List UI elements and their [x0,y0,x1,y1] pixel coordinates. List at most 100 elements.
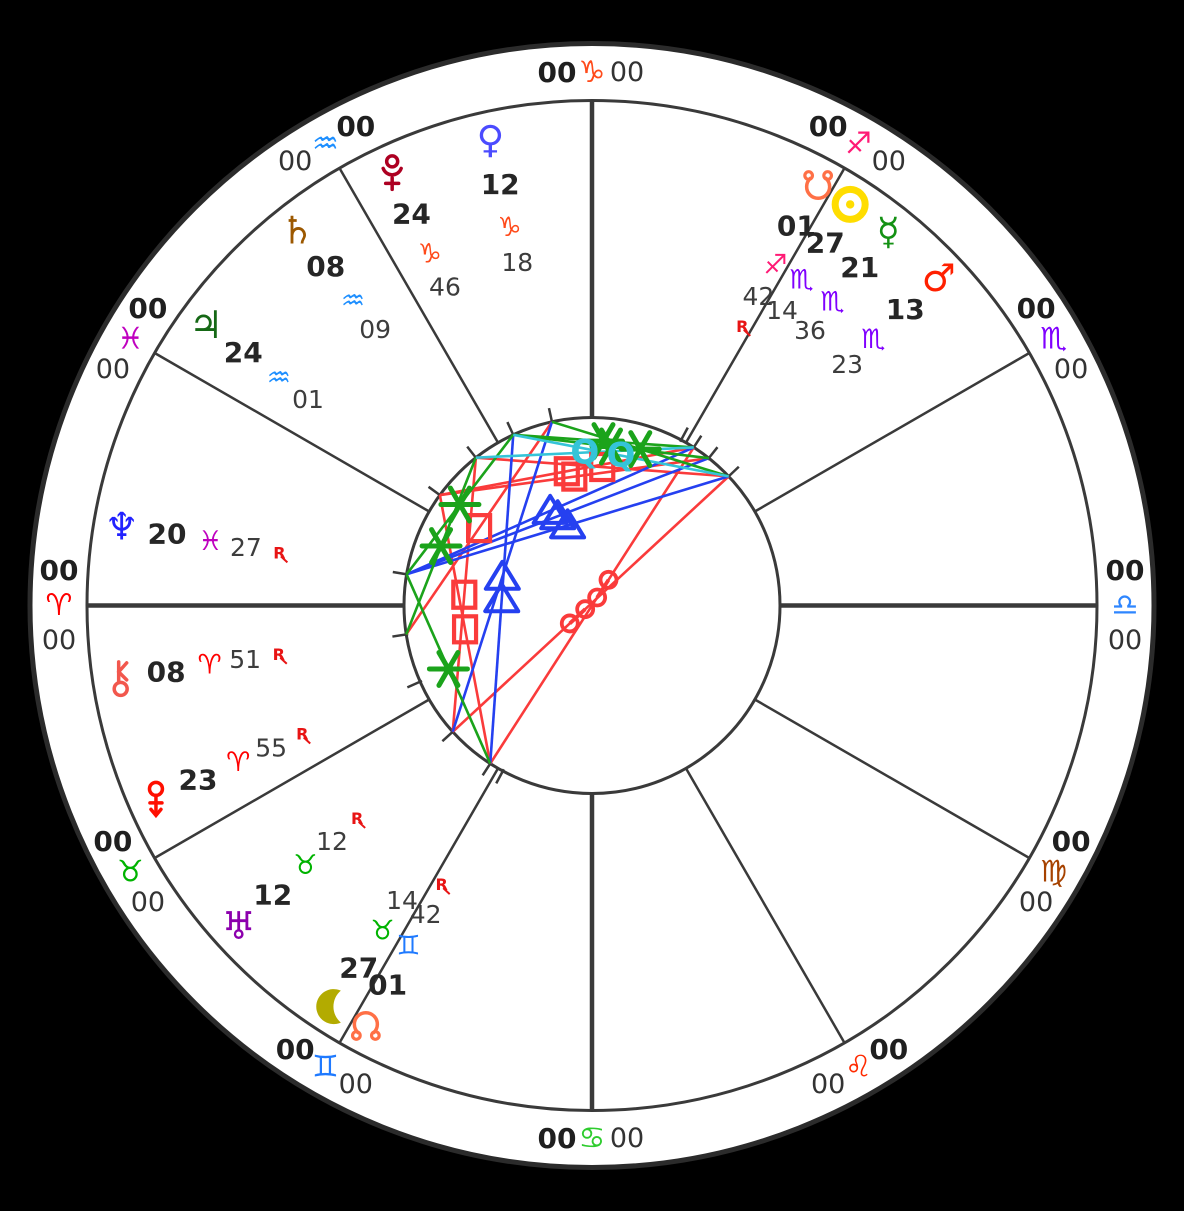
planet-minute: 51 [229,645,261,674]
retrograde-marker: R [736,317,751,337]
anchor-tick-eris [406,679,423,689]
aspect-glyph-square-moon-jupiter [451,614,479,645]
planet-minute: 42 [742,282,774,311]
aspect-line-moon-trine-pluto [488,434,515,764]
sextile-aspect-icon [591,422,616,461]
retrograde-tail [357,821,366,829]
quintile-aspect-icon: Q [570,433,599,473]
planet-degree: 27 [806,227,845,260]
planet-degree: 23 [179,764,218,797]
cusp-degree: 00 [1052,825,1091,858]
anchor-tick-uranus [441,729,456,743]
cusp-degree: 00 [336,110,375,143]
planet-minute: 18 [501,248,533,277]
cusp-minute: 00 [610,1123,644,1154]
saturn-icon: ♄ [280,208,314,252]
planet-degree: 24 [392,198,431,231]
cusp-degree: 00 [93,825,132,858]
circle [112,680,129,698]
cusp-minute: 00 [811,1069,845,1100]
sextile-aspect-icon [447,485,472,524]
capricorn-sign-icon: ♑ [579,55,606,90]
virgo-sign-icon: ♍ [1040,855,1067,890]
path [149,807,163,819]
pisces-sign-icon: ♓ [198,526,222,557]
cusp-degree: 00 [40,554,79,587]
gemini-sign-icon: ♊ [312,1050,339,1085]
aspect-line-mars-quintile-pluto [512,433,729,478]
cancer-sign-icon: ♋ [579,1121,606,1156]
aries-sign-icon: ♈ [46,588,73,623]
cusp-gemini: 00♊ 00 [276,1033,373,1100]
aspect-glyph-sextile-neptune-pluto [438,485,482,524]
aspect-glyph-square-mercury-jupiter [561,461,588,492]
retrograde-marker: R [296,725,311,745]
cusp-minute: 00 [1108,625,1142,656]
leo-sign-icon: ♌ [845,1050,872,1085]
libra-sign-icon: ♎ [1112,588,1139,623]
aspect-line-mercury-trine-neptune [406,456,710,576]
cusp-minute: 00 [131,887,165,918]
retrograde-tail [280,555,289,564]
aspect-glyph-sextile-saturn-chiron [419,527,463,565]
planet-neptune: ♆ 20 ♓ 27 R [105,504,289,564]
cusp-aquarius: 00♒00 [278,110,375,177]
aspect-glyph-sextile-moon-neptune [426,649,470,688]
circle [350,1030,362,1041]
cusp-degree: 00 [128,292,167,325]
aspect-line-mars-trine-neptune [406,475,730,576]
aspect-line-sun-square-jupiter [439,446,694,497]
circle [559,613,580,634]
path [316,989,341,1025]
square-aspect-icon [451,579,478,610]
scorpio-sign-icon: ♏ [861,324,885,355]
retrograde-tail [442,887,451,895]
circle [822,170,834,181]
aries-sign-icon: ♈ [226,747,250,778]
aspect-glyph-square-sun-jupiter [553,456,580,487]
planet-minute: 14 [386,886,418,915]
anchor-tick-jupiter [427,485,443,498]
aquarius-sign-icon: ♒ [341,286,365,317]
circle [831,185,869,223]
cusp-degree: 00 [809,110,848,143]
path [381,166,403,177]
house-cusp-line-virgo [754,698,1030,860]
planet-anchor-ticks [392,407,740,784]
house-cusp-line-scorpio [754,351,1030,513]
planet-degree: 01 [368,968,407,1001]
path [804,176,832,201]
square-aspect-icon [451,614,479,645]
house-cusp-line-leo [684,767,846,1044]
aspect-line-mars-square-saturn [475,456,729,478]
node-north-icon [350,1010,381,1041]
retrograde-tail [303,736,311,745]
retrograde-marker: R [351,809,366,829]
planet-degree: 12 [481,168,520,201]
capricorn-sign-icon: ♑ [418,239,442,270]
circle [598,569,619,590]
uranus-icon: ♅ [222,904,256,948]
aspect-line-moon-square-jupiter [438,494,492,764]
mercury-icon: ☿ [877,210,900,254]
planet-degree: 01 [777,210,816,243]
planet-degree: 24 [224,336,263,369]
gemini-sign-icon: ♊ [396,931,420,962]
planet-minute: 27 [230,533,262,562]
planet-minute: 12 [316,827,348,856]
planet-degree: 08 [147,655,186,688]
planet-mars: ♂13♏23 [831,256,956,379]
sagittarius-sign-icon: ♐ [845,126,872,161]
retrograde-tail [279,657,288,665]
cusp-taurus: 00♉00 [93,825,165,918]
planet-minute: 01 [292,385,324,414]
planet-degree: 13 [886,293,925,326]
path [352,1010,380,1035]
planet-eris: 23 ♈ 55 R [147,725,311,819]
planet-node-north: 01 ♊42 R [350,875,451,1041]
anchor-tick-neptune [392,570,409,576]
aspect-glyph-trine-mars-neptune [549,508,587,540]
cusp-aries: 00♈00 [40,554,79,656]
planet-pluto: 24 ♑46 [381,154,461,301]
